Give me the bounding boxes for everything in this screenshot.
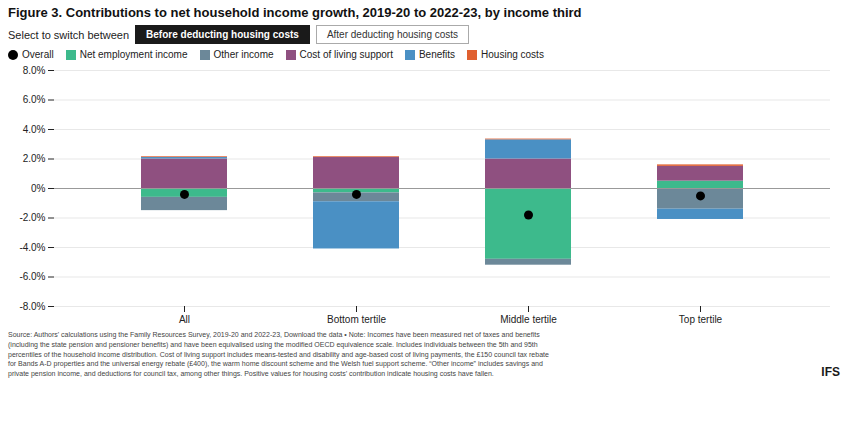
svg-text:All: All (179, 314, 190, 325)
svg-text:6.0%: 6.0% (23, 94, 46, 105)
html-text:Figure 3. Contributions to net: Figure 3. Contributions to net household… (8, 5, 582, 20)
svg-text:4.0%: 4.0% (23, 124, 46, 135)
html-text:IFS: IFS (821, 365, 840, 379)
svg-text:Top tertile: Top tertile (679, 314, 723, 325)
html-text:Cost of living support: Cost of living support (299, 49, 393, 60)
svg-text:-2.0%: -2.0% (19, 212, 45, 223)
svg-text:-8.0%: -8.0% (19, 301, 45, 312)
html-text:After deducting housing costs: After deducting housing costs (326, 29, 459, 40)
html-text:Other income: Other income (213, 49, 274, 60)
html-text:Housing costs: Housing costs (481, 49, 544, 60)
svg-text:-6.0%: -6.0% (19, 271, 45, 282)
svg-text:Middle tertile: Middle tertile (500, 314, 557, 325)
html-text:Benefits: Benefits (418, 49, 456, 60)
html-text:Overall: Overall (22, 49, 54, 60)
html-text:Select to switch between: Select to switch between (8, 28, 130, 41)
svg-text:8.0%: 8.0% (23, 65, 46, 76)
svg-text:-4.0%: -4.0% (19, 242, 45, 253)
svg-text:Bottom tertile: Bottom tertile (327, 314, 386, 325)
html-text:Before deducting housing costs: Before deducting housing costs (146, 29, 299, 40)
svg-text:2.0%: 2.0% (23, 153, 46, 164)
html-text:Net employment income: Net employment income (79, 49, 188, 60)
html-text:Source: Authors' calculations: Source: Authors' calculations using the … (8, 331, 549, 378)
svg-text:0%: 0% (31, 183, 46, 194)
